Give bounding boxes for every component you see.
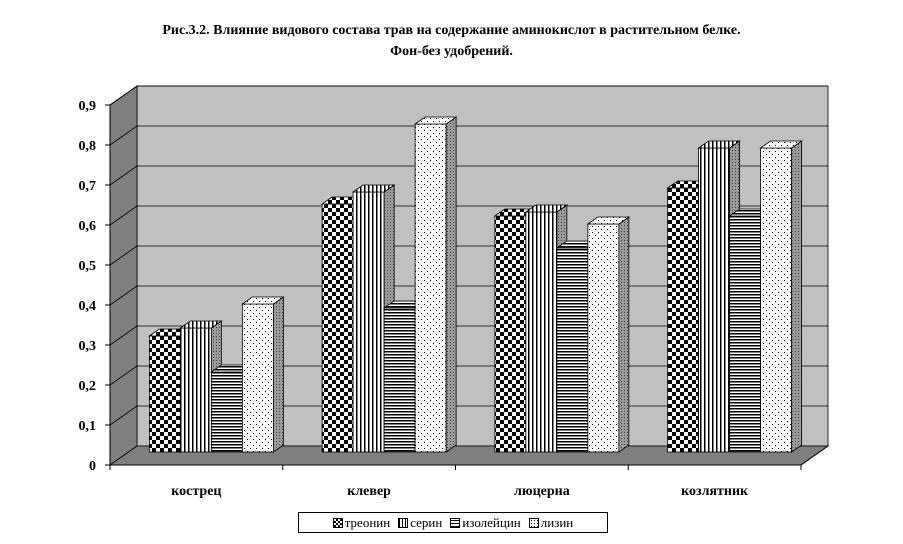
bar-front <box>760 147 793 453</box>
y-tick-label: 0,1 <box>79 419 97 434</box>
bar-top <box>524 204 569 213</box>
side-wall <box>109 85 138 466</box>
bar <box>241 296 285 453</box>
gridline-side <box>109 85 138 106</box>
gridline-side <box>109 125 138 146</box>
bar-front <box>556 247 589 453</box>
legend-swatch <box>332 517 343 528</box>
gridline-side <box>109 285 138 306</box>
bar-side <box>791 140 803 453</box>
gridline-side <box>109 405 138 426</box>
legend-item: серин <box>398 515 442 531</box>
legend-label: серин <box>410 514 443 530</box>
bar <box>413 116 458 453</box>
bar-front <box>525 211 558 453</box>
bar-front <box>352 191 385 453</box>
bar-top <box>586 216 631 225</box>
bar <box>666 180 710 453</box>
bar-top <box>241 296 285 305</box>
chart-title: Рис.3.2. Влияние видового состава трав н… <box>0 20 903 62</box>
bar-front <box>321 203 354 453</box>
bar-front <box>414 123 447 453</box>
legend-label: треонин <box>344 514 391 530</box>
bar-front <box>210 371 243 453</box>
bar <box>586 216 631 453</box>
bar-front <box>729 215 762 453</box>
bar-top <box>697 140 741 149</box>
bar-front <box>587 223 620 453</box>
bar-front <box>667 187 700 453</box>
y-tick-label: 0,3 <box>79 339 97 354</box>
legend-label: лизин <box>540 514 574 530</box>
y-tick-label: 0,9 <box>79 99 97 114</box>
chart-title-line-1: Рис.3.2. Влияние видового состава трав н… <box>162 23 741 38</box>
y-tick-label: 0,5 <box>79 259 97 274</box>
legend-swatch <box>528 517 539 528</box>
legend-item: треонин <box>332 514 391 531</box>
bar-top <box>759 140 803 149</box>
y-tick-label: 0,4 <box>79 299 97 314</box>
chart-title-line-2: Фон-без удобрений. <box>390 44 513 59</box>
x-tick-label: козлятник <box>681 484 749 499</box>
bar-front <box>241 303 274 453</box>
bar-side <box>618 216 630 453</box>
y-tick-label: 0,6 <box>79 219 97 234</box>
gridline-side <box>109 165 138 186</box>
x-tick-label: люцерна <box>514 484 570 499</box>
gridline-side <box>109 205 138 226</box>
bar-top <box>413 116 458 125</box>
x-axis-depth <box>800 445 829 466</box>
bar-front <box>698 147 731 453</box>
bar-side <box>445 116 457 453</box>
y-tick-label: 0,2 <box>79 379 97 394</box>
bar-front <box>494 215 527 453</box>
y-tick-label: 0,7 <box>79 179 97 194</box>
bar-front <box>148 335 181 453</box>
bar-top <box>179 320 223 329</box>
x-tick-label: кострец <box>171 484 221 499</box>
legend-item: лизин <box>528 514 574 531</box>
gridline-side <box>109 325 138 346</box>
y-tick-label: 0,8 <box>79 139 97 154</box>
bar-front <box>383 307 416 453</box>
gridline-side <box>109 365 138 386</box>
y-tick-label: 0 <box>89 459 96 474</box>
bar <box>759 140 803 453</box>
bar-front <box>179 327 212 453</box>
bar-top <box>351 184 396 193</box>
legend-swatch <box>450 517 461 528</box>
x-tick-label: клевер <box>347 484 391 499</box>
legend-label: изолейцин <box>462 514 521 530</box>
legend-item: изолейцин <box>450 514 521 531</box>
gridline-side <box>109 245 138 266</box>
bar-side <box>272 296 284 453</box>
legend-swatch <box>398 517 409 528</box>
legend: треонин серин изолейцин лизин <box>298 512 608 533</box>
